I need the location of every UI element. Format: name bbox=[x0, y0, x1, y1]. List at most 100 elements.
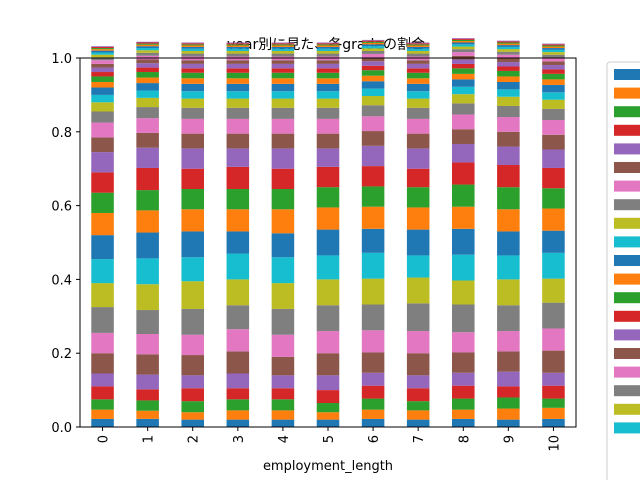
bar-segment bbox=[542, 46, 565, 49]
bar-segment bbox=[91, 235, 114, 260]
bar-segment bbox=[136, 59, 159, 64]
y-tick-label: 0.4 bbox=[51, 273, 72, 288]
bar-segment bbox=[136, 90, 159, 98]
bar-segment bbox=[542, 208, 565, 231]
bar-stack-0 bbox=[91, 46, 114, 427]
bar-segment bbox=[136, 63, 159, 68]
bar-segment bbox=[226, 253, 250, 280]
bar-segment bbox=[226, 42, 250, 44]
bar-segment bbox=[91, 94, 114, 103]
bar-segment bbox=[406, 207, 430, 230]
bar-segment bbox=[91, 152, 114, 173]
bar-segment bbox=[271, 308, 295, 335]
bar-segment bbox=[226, 98, 250, 108]
bar-segment bbox=[452, 39, 475, 42]
bar-segment bbox=[316, 83, 340, 92]
bar-segment bbox=[136, 410, 159, 419]
bar-segment bbox=[361, 105, 385, 117]
bar-segment bbox=[542, 57, 565, 62]
bar-segment bbox=[497, 131, 520, 147]
bar-segment bbox=[361, 372, 385, 386]
bar-segment bbox=[91, 54, 114, 58]
x-tick-label: 3 bbox=[232, 435, 247, 443]
bar-segment bbox=[406, 353, 430, 376]
bar-segment bbox=[406, 255, 430, 278]
bar-segment bbox=[181, 43, 204, 45]
bar-segment bbox=[91, 63, 114, 68]
bar-segment bbox=[406, 229, 430, 256]
bar-segment bbox=[226, 148, 250, 167]
bar-segment bbox=[181, 78, 204, 84]
bar-segment bbox=[406, 375, 430, 389]
bar-segment bbox=[136, 41, 159, 43]
bar-segment bbox=[91, 81, 114, 88]
bar-segment bbox=[91, 332, 114, 354]
bar-segment bbox=[91, 48, 114, 50]
bar-segment bbox=[136, 52, 159, 56]
bar-segment bbox=[542, 45, 565, 47]
bar-segment bbox=[542, 69, 565, 74]
bar-segment bbox=[406, 148, 430, 169]
bar-segment bbox=[271, 209, 295, 234]
bar-segment bbox=[542, 149, 565, 168]
bar-segment bbox=[406, 91, 430, 99]
bar-segment bbox=[361, 48, 385, 51]
bar-segment bbox=[91, 57, 114, 61]
bar-segment bbox=[542, 398, 565, 408]
bar-segment bbox=[271, 60, 295, 64]
bar-segment bbox=[497, 419, 520, 427]
bar-segment bbox=[181, 281, 204, 309]
bar-segment bbox=[316, 353, 340, 376]
bar-segment bbox=[316, 107, 340, 119]
legend-swatch bbox=[614, 199, 640, 211]
bar-segment bbox=[226, 410, 250, 420]
bar-segment bbox=[181, 308, 204, 335]
bar-stack-2 bbox=[181, 42, 204, 427]
bar-segment bbox=[271, 45, 295, 47]
bar-segment bbox=[452, 332, 475, 353]
bar-segment bbox=[181, 148, 204, 169]
bar-segment bbox=[452, 63, 475, 69]
bar-segment bbox=[271, 356, 295, 376]
bar-segment bbox=[361, 166, 385, 187]
bar-segment bbox=[497, 397, 520, 409]
legend-swatch bbox=[614, 124, 640, 136]
bar-segment bbox=[316, 98, 340, 108]
bar-segment bbox=[136, 418, 159, 427]
y-tick-label: 0.0 bbox=[51, 421, 72, 436]
bar-segment bbox=[271, 83, 295, 92]
bar-segment bbox=[497, 40, 520, 42]
bar-segment bbox=[91, 67, 114, 73]
bar-segment bbox=[497, 54, 520, 59]
bar-segment bbox=[136, 389, 159, 401]
bar-segment bbox=[181, 118, 204, 134]
bar-segment bbox=[452, 38, 475, 40]
x-tick-label: 4 bbox=[277, 435, 292, 443]
bar-segment bbox=[226, 305, 250, 330]
bar-segment bbox=[542, 252, 565, 279]
bar-segment bbox=[226, 107, 250, 119]
legend-swatch bbox=[614, 366, 640, 378]
bar-segment bbox=[91, 259, 114, 284]
bar-segment bbox=[271, 50, 295, 54]
legend-swatch bbox=[614, 255, 640, 266]
bar-segment bbox=[316, 279, 340, 306]
bar-segment bbox=[316, 68, 340, 73]
bar-segment bbox=[542, 302, 565, 329]
bar-segment bbox=[497, 96, 520, 106]
bar-segment bbox=[452, 280, 475, 305]
bar-segment bbox=[406, 401, 430, 411]
bar-segment bbox=[91, 49, 114, 51]
bar-segment bbox=[361, 53, 385, 58]
bar-segment bbox=[316, 78, 340, 84]
bar-segment bbox=[497, 41, 520, 43]
bar-segment bbox=[316, 305, 340, 332]
bar-segment bbox=[181, 231, 204, 258]
bar-segment bbox=[361, 96, 385, 106]
bar-segment bbox=[452, 385, 475, 399]
bar-segment bbox=[181, 48, 204, 51]
bar-segment bbox=[406, 419, 430, 427]
bar-segment bbox=[316, 72, 340, 79]
bar-segment bbox=[542, 48, 565, 50]
